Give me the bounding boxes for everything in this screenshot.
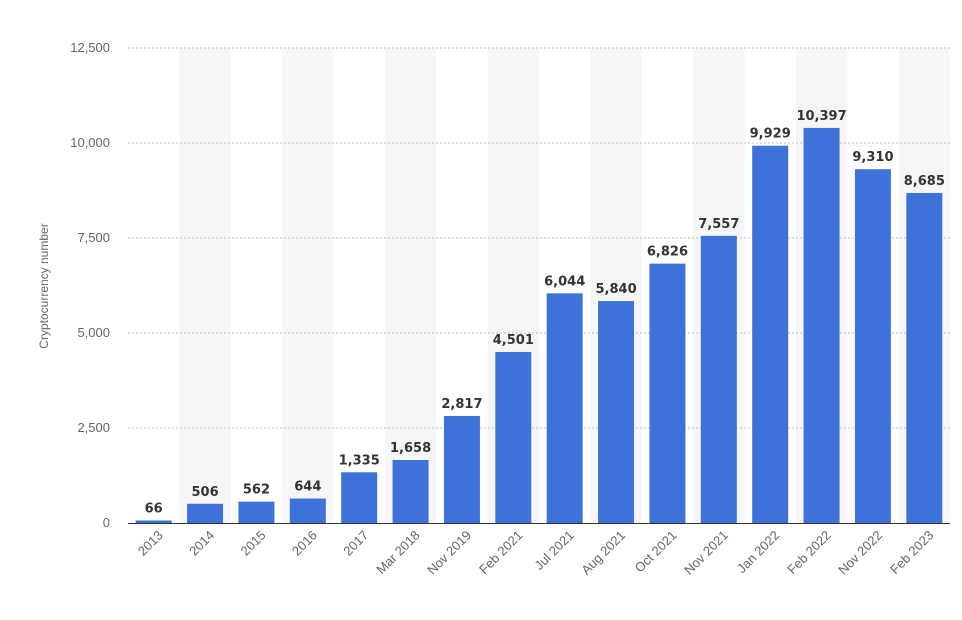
data-label: 9,310 — [852, 150, 893, 165]
bar — [289, 498, 326, 523]
x-tick-label: 2017 — [340, 528, 371, 559]
data-label: 5,840 — [596, 282, 637, 297]
bar — [854, 169, 891, 523]
bar — [238, 501, 275, 523]
y-tick-label: 2,500 — [77, 420, 110, 435]
bar — [906, 192, 943, 523]
data-label: 1,335 — [339, 453, 380, 468]
x-tick-label: 2013 — [135, 528, 166, 559]
y-tick-label: 5,000 — [77, 325, 110, 340]
x-tick-label: Nov 2021 — [681, 528, 731, 578]
column-band — [384, 48, 437, 523]
bar — [392, 459, 429, 523]
bar — [135, 520, 172, 523]
bar — [700, 235, 737, 524]
x-tick-label: Jan 2022 — [734, 528, 782, 576]
x-tick-label: Oct 2021 — [632, 528, 680, 576]
data-label: 562 — [243, 483, 270, 498]
data-labels: 66 506 562 644 1,335 1,658 2,817 4,501 6,044 5,84… — [145, 109, 945, 517]
x-tick-label: 2015 — [238, 528, 269, 559]
x-tick-label: Feb 2022 — [784, 528, 833, 577]
bar — [341, 472, 378, 523]
bar — [443, 415, 480, 523]
data-label: 506 — [191, 485, 218, 500]
data-label: 6,826 — [647, 245, 688, 260]
x-tick-label: Feb 2023 — [887, 528, 936, 577]
data-label: 2,817 — [441, 397, 482, 412]
bar — [752, 145, 789, 523]
x-tick-label: Jul 2021 — [531, 528, 576, 573]
bars — [135, 127, 943, 524]
bar — [546, 293, 583, 523]
y-axis-ticks: 0 2,500 5,000 7,500 10,000 12,500 — [70, 40, 110, 530]
bar — [649, 263, 686, 523]
x-tick-label: Mar 2018 — [373, 528, 422, 577]
y-tick-label: 10,000 — [70, 135, 110, 150]
column-band — [179, 48, 231, 523]
x-tick-label: 2016 — [289, 528, 320, 559]
data-label: 9,929 — [750, 127, 791, 142]
data-label: 10,397 — [796, 109, 846, 124]
y-tick-label: 12,500 — [70, 40, 110, 55]
bar — [598, 301, 635, 523]
x-tick-label: Nov 2019 — [424, 528, 474, 578]
column-band — [282, 48, 334, 523]
data-label: 66 — [145, 501, 163, 516]
x-tick-label: Feb 2021 — [476, 528, 525, 577]
bar — [495, 351, 532, 523]
data-label: 8,685 — [904, 174, 945, 189]
data-label: 7,557 — [698, 217, 739, 232]
data-label: 6,044 — [544, 274, 585, 289]
data-label: 1,658 — [390, 441, 431, 456]
x-tick-label: Nov 2022 — [835, 528, 885, 578]
y-tick-label: 7,500 — [77, 230, 110, 245]
bar — [803, 127, 840, 523]
x-tick-label: 2014 — [186, 528, 217, 559]
data-label: 644 — [294, 480, 321, 495]
x-tick-label: Aug 2021 — [578, 528, 628, 578]
x-axis-ticks: 2013 2014 2015 2016 2017 Mar 2018 Nov 2019 Feb … — [135, 528, 937, 578]
data-label: 4,501 — [493, 333, 534, 348]
y-tick-label: 0 — [103, 515, 110, 530]
bar — [187, 503, 224, 523]
y-axis-title: Cryptocurrency number — [37, 223, 51, 348]
